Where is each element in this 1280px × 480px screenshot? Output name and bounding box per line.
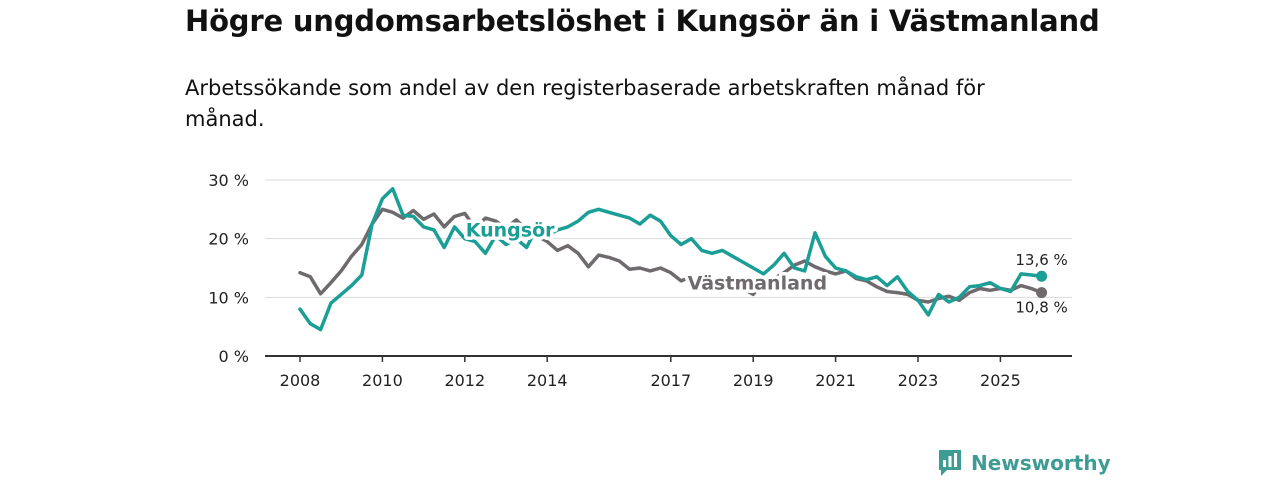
x-tick-label: 2021 — [815, 371, 856, 390]
newsworthy-logo-text: Newsworthy — [971, 451, 1111, 475]
x-tick-label: 2025 — [980, 371, 1021, 390]
series-lines — [298, 187, 1048, 332]
end-value-label-v-stmanland: 10,8 % — [1015, 299, 1067, 317]
y-tick-label: 20 % — [208, 230, 249, 249]
series-line-kungs-r — [298, 187, 1044, 332]
end-value-label-kungs-r: 13,6 % — [1015, 251, 1067, 269]
series-label-kungs-r: Kungsör — [466, 219, 555, 241]
x-tick-label: 2014 — [527, 371, 568, 390]
gridlines — [265, 179, 1072, 357]
x-tick-label: 2012 — [444, 371, 485, 390]
x-tick-label: 2017 — [650, 371, 691, 390]
series-end-point-kungs-r — [1036, 270, 1048, 282]
x-tick-label: 2019 — [733, 371, 774, 390]
newsworthy-logo[interactable]: Newsworthy — [937, 448, 1111, 478]
x-axis-ticks: 2008 2010 2012 2014 2017 2019 2021 2023 2025 — [280, 356, 1021, 390]
chart-subtitle: Arbetssökande som andel av den registerb… — [185, 76, 985, 131]
y-tick-label: 10 % — [208, 288, 249, 307]
y-tick-label: 0 % — [219, 347, 249, 366]
x-tick-label: 2023 — [898, 371, 939, 390]
series-label-v-stmanland: Västmanland — [688, 273, 828, 295]
newsworthy-logo-icon — [939, 450, 961, 476]
series-line-v-stmanland — [298, 207, 1044, 304]
chart-title: Högre ungdomsarbetslöshet i Kungsör än i… — [185, 4, 1100, 38]
series-labels: Kungsör Västmanland 13,6 % 10,8 % — [462, 216, 1070, 319]
x-tick-label: 2008 — [280, 371, 321, 390]
series-end-point-v-stmanland — [1036, 287, 1048, 299]
y-tick-label: 30 % — [208, 171, 249, 190]
y-axis-ticks: 0 % 10 % 20 % 30 % — [208, 171, 249, 366]
x-tick-label: 2010 — [362, 371, 403, 390]
